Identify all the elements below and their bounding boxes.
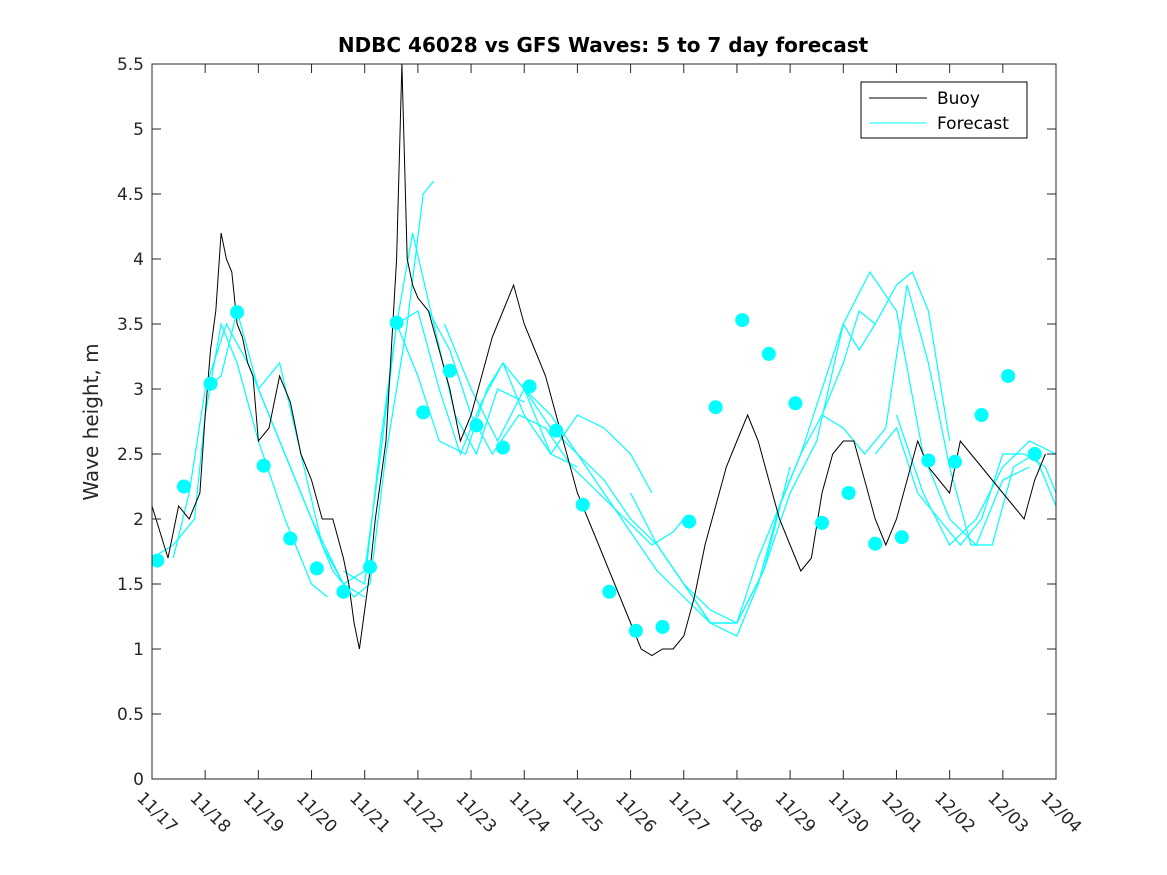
forecast-line-5 (343, 310, 578, 586)
forecast-marker (921, 453, 936, 468)
buoy-line (152, 64, 1046, 657)
forecast-marker (549, 423, 564, 438)
forecast-marker (442, 363, 457, 378)
forecast-marker (655, 619, 670, 634)
chart-title: NDBC 46028 vs GFS Waves: 5 to 7 day fore… (338, 33, 869, 57)
forecast-marker (974, 408, 989, 422)
forecast-marker (868, 536, 883, 551)
forecast-marker (575, 497, 590, 512)
legend: Buoy Forecast (860, 81, 1028, 139)
y-tick-label: 5 (133, 120, 144, 140)
legend-buoy-label: Buoy (937, 89, 980, 109)
y-tick-label: 3.5 (117, 315, 144, 335)
forecast-line-12 (736, 270, 1030, 624)
forecast-marker (947, 454, 962, 469)
forecast-marker (708, 400, 723, 415)
forecast-marker (176, 479, 191, 494)
forecast-marker (1001, 369, 1016, 383)
y-tick-label: 5.5 (117, 55, 144, 75)
forecast-marker (602, 584, 617, 599)
legend-box (860, 81, 1028, 139)
y-tick-label: 1 (133, 640, 144, 660)
y-tick-label: 0 (133, 770, 144, 790)
plot-area (152, 64, 1056, 657)
forecast-marker (309, 561, 324, 576)
y-tick-label: 4.5 (117, 185, 144, 205)
forecast-marker (894, 530, 909, 545)
forecast-marker (336, 584, 351, 599)
forecast-marker (203, 376, 218, 391)
forecast-marker (152, 553, 165, 568)
forecast-marker (1027, 447, 1042, 461)
forecast-line-6 (396, 323, 653, 494)
y-tick-label: 2 (133, 510, 144, 530)
forecast-marker (230, 305, 245, 320)
axes-box (151, 63, 1057, 780)
forecast-marker (815, 515, 830, 530)
forecast-line-11 (683, 271, 951, 624)
forecast-marker (841, 486, 856, 500)
forecast-marker (761, 346, 776, 361)
forecast-line-8 (443, 323, 738, 624)
y-axis-label: Wave height, m (79, 343, 103, 500)
forecast-marker (735, 313, 750, 328)
forecast-marker (628, 623, 643, 638)
forecast-marker (416, 405, 431, 420)
legend-forecast-label: Forecast (937, 114, 1009, 134)
y-tick-label: 3 (133, 380, 144, 400)
forecast-marker (389, 315, 404, 330)
forecast-line-10 (630, 309, 876, 637)
forecast-marker (522, 379, 537, 394)
forecast-marker (682, 514, 697, 529)
y-tick-label: 1.5 (117, 575, 144, 595)
forecast-line-15 (895, 414, 1056, 546)
y-tick-label: 2.5 (117, 445, 144, 465)
forecast-marker (363, 560, 378, 575)
forecast-marker (788, 396, 803, 411)
y-tick-label: 4 (133, 250, 144, 270)
forecast-line-13 (821, 284, 1056, 546)
forecast-marker (495, 440, 510, 455)
forecast-marker (469, 418, 484, 433)
forecast-marker (283, 531, 298, 546)
y-tick-label: 0.5 (117, 705, 144, 725)
forecast-marker (256, 458, 271, 473)
